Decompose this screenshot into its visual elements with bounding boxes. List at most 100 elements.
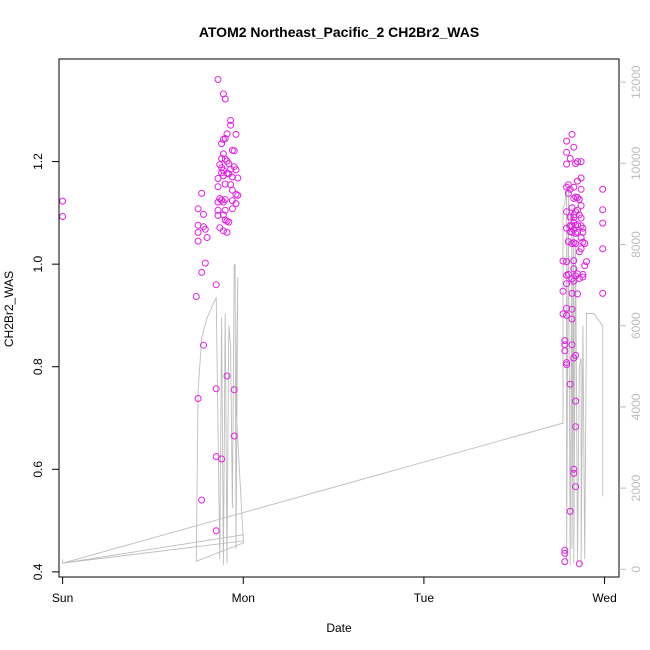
data-point: [218, 455, 226, 463]
data-point: [212, 281, 220, 289]
data-point: [559, 257, 567, 265]
data-point: [230, 432, 238, 440]
data-point: [570, 465, 578, 473]
data-point: [568, 315, 576, 323]
data-point: [219, 227, 227, 235]
data-point: [563, 258, 571, 266]
y2-tick-label: 8000: [629, 231, 643, 258]
y-axis-label: CH2Br2_WAS: [2, 271, 16, 347]
data-point: [559, 310, 567, 318]
data-point: [223, 130, 231, 138]
data-point: [198, 268, 206, 276]
data-point: [192, 293, 200, 300]
data-point: [234, 174, 242, 182]
data-point: [570, 183, 578, 191]
y-tick-label: 0.8: [31, 358, 45, 375]
data-point: [230, 147, 238, 155]
data-point: [570, 469, 578, 477]
data-point: [572, 483, 580, 491]
data-point: [201, 259, 209, 267]
data-point: [234, 191, 242, 199]
data-point: [203, 234, 211, 241]
data-point: [572, 397, 580, 405]
y2-tick-label: 2000: [629, 474, 643, 501]
data-point: [579, 238, 587, 246]
data-point: [561, 337, 569, 345]
y2-tick-label: 0: [629, 566, 643, 573]
x-axis: Sun Mon Tue Wed: [52, 577, 617, 605]
y2-tick-label: 6000: [629, 312, 643, 339]
y2-tick-label: 10000: [629, 146, 643, 180]
data-point: [574, 221, 581, 229]
data-point: [599, 206, 607, 214]
data-point: [59, 213, 67, 220]
y-tick-label: 0.6: [31, 461, 45, 478]
data-point: [563, 359, 571, 367]
data-point: [221, 196, 229, 203]
data-point: [201, 225, 209, 233]
data-point: [583, 258, 590, 266]
data-point: [232, 200, 240, 208]
data-point: [218, 140, 226, 148]
y-tick-label: 1.0: [31, 255, 45, 272]
data-point: [577, 202, 585, 210]
data-point: [214, 183, 222, 191]
data-point: [570, 257, 578, 265]
data-point: [599, 245, 607, 253]
data-point: [575, 560, 583, 568]
data-point: [563, 137, 571, 145]
plot-area: [58, 58, 620, 578]
data-point: [568, 130, 576, 138]
x-axis-label: Date: [326, 621, 352, 635]
data-point: [563, 148, 571, 156]
data-points-layer: [59, 76, 607, 568]
data-point: [575, 275, 583, 282]
data-point: [228, 186, 236, 194]
data-point: [225, 218, 233, 226]
data-point: [568, 341, 576, 349]
data-point: [227, 121, 235, 129]
y-tick-label: 1.2: [31, 153, 45, 170]
data-point: [212, 385, 220, 393]
right-y-axis: 0 2000 4000 6000 8000 10000 12000: [619, 65, 643, 573]
data-point: [574, 158, 581, 166]
data-point: [221, 206, 229, 214]
data-point: [574, 206, 581, 214]
data-point: [566, 507, 574, 515]
data-point: [198, 496, 206, 504]
data-point: [577, 174, 585, 182]
data-point: [564, 189, 572, 197]
data-point: [574, 194, 581, 201]
data-point: [564, 270, 572, 278]
y2-tick-label: 4000: [629, 393, 643, 420]
data-point: [561, 347, 569, 355]
data-point: [579, 228, 587, 236]
data-point: [214, 175, 222, 182]
data-point: [59, 197, 67, 205]
data-point: [194, 237, 202, 245]
data-point: [579, 273, 587, 281]
data-point: [218, 196, 226, 204]
data-point: [561, 549, 569, 557]
data-point: [200, 210, 207, 218]
data-point: [559, 287, 567, 295]
data-point: [579, 224, 587, 232]
data-point: [232, 166, 240, 174]
chart-title: ATOM2 Northeast_Pacific_2 CH2Br2_WAS: [199, 24, 479, 40]
data-point: [599, 185, 607, 193]
x-tick-label: Sun: [52, 591, 73, 605]
data-point: [566, 155, 574, 162]
data-point: [570, 265, 578, 273]
data-point: [572, 423, 580, 431]
data-point: [212, 527, 220, 535]
data-point: [221, 155, 229, 163]
y-tick-label: 0.4: [31, 563, 45, 580]
data-point: [570, 143, 578, 151]
data-point: [214, 76, 222, 83]
data-point: [194, 395, 202, 402]
data-point: [218, 155, 226, 162]
data-point: [228, 205, 236, 213]
data-point: [214, 198, 222, 206]
data-point: [561, 546, 569, 554]
